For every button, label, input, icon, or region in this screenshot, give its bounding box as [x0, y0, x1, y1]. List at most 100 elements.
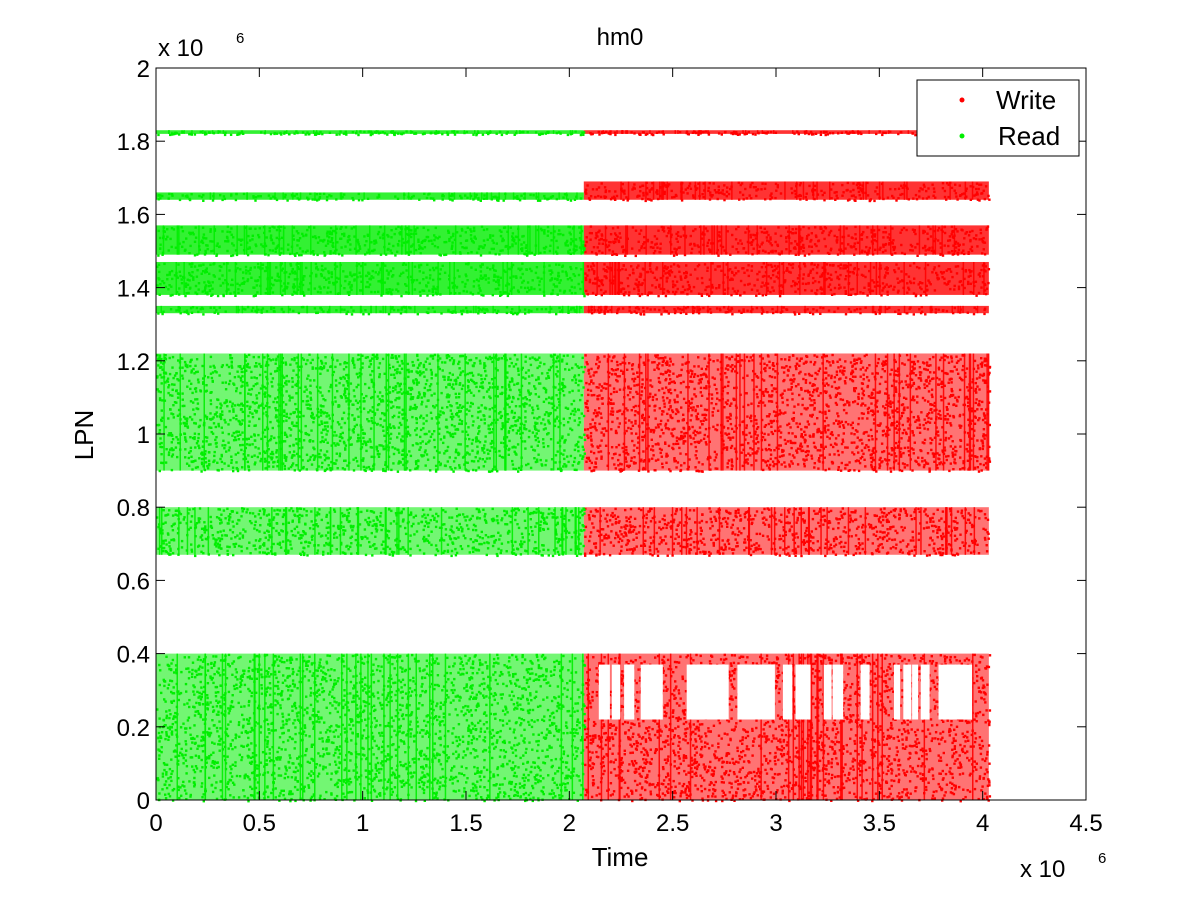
- data-point: [853, 518, 857, 522]
- data-point: [986, 797, 989, 801]
- data-point: [794, 781, 798, 784]
- data-point: [652, 719, 655, 722]
- data-point: [869, 453, 872, 457]
- data-point: [633, 384, 636, 387]
- data-point: [833, 743, 837, 746]
- data-streak: [964, 507, 967, 555]
- data-point: [853, 759, 857, 762]
- data-point: [675, 466, 678, 469]
- data-point: [980, 365, 984, 368]
- data-point: [700, 519, 704, 523]
- data-point: [587, 436, 590, 440]
- data-streak: [972, 653, 974, 800]
- data-point: [864, 656, 867, 659]
- data-point: [709, 517, 712, 521]
- data-point: [617, 535, 620, 539]
- data-point: [741, 798, 744, 801]
- data-point: [788, 790, 791, 793]
- data-point: [603, 769, 606, 773]
- data-point: [730, 664, 733, 667]
- data-point: [884, 709, 888, 712]
- data-point: [766, 784, 769, 788]
- data-point: [693, 772, 696, 776]
- data-point: [987, 665, 991, 669]
- data-point: [761, 551, 764, 554]
- data-point: [931, 794, 935, 797]
- data-point: [660, 782, 663, 785]
- data-point: [586, 671, 589, 674]
- data-point: [640, 751, 643, 754]
- data-point: [948, 727, 951, 731]
- data-point: [583, 738, 587, 741]
- data-point: [644, 550, 647, 554]
- data-point: [922, 423, 925, 427]
- data-point: [697, 763, 701, 766]
- data-point: [946, 408, 949, 411]
- data-point: [690, 442, 693, 446]
- data-point: [875, 514, 878, 518]
- data-point: [831, 728, 835, 732]
- data-point: [855, 703, 858, 706]
- data-point: [780, 463, 783, 466]
- data-point: [978, 775, 982, 778]
- data-point: [721, 795, 724, 798]
- data-point: [843, 689, 846, 692]
- data-point: [737, 783, 740, 786]
- data-point: [601, 528, 605, 531]
- data-point: [837, 522, 840, 525]
- data-point: [584, 428, 587, 431]
- data-point: [739, 719, 742, 723]
- data-point: [618, 552, 622, 555]
- data-point: [585, 460, 588, 463]
- data-point: [939, 756, 942, 759]
- data-point: [785, 758, 788, 762]
- data-point: [846, 401, 849, 404]
- data-point: [888, 416, 891, 419]
- data-point: [694, 738, 697, 741]
- data-point: [730, 461, 734, 464]
- data-point: [861, 382, 865, 385]
- data-point: [673, 765, 676, 768]
- data-point: [631, 363, 635, 366]
- data-streak: [770, 507, 773, 555]
- data-streak: [915, 507, 917, 555]
- data-point: [735, 775, 739, 778]
- data-point: [814, 732, 818, 735]
- data-point: [898, 513, 901, 517]
- data-point: [884, 515, 887, 518]
- data-point: [666, 523, 669, 527]
- data-point: [653, 751, 657, 755]
- data-point: [836, 360, 839, 363]
- data-point: [784, 796, 787, 799]
- data-point: [867, 438, 871, 442]
- data-point: [983, 364, 987, 367]
- data-point: [925, 757, 928, 761]
- data-point: [659, 734, 662, 737]
- data-point: [901, 791, 904, 794]
- data-point: [718, 721, 722, 725]
- data-point: [798, 661, 802, 664]
- data-point: [684, 709, 687, 712]
- data-point: [818, 460, 821, 463]
- data-point: [668, 728, 671, 732]
- data-point: [804, 373, 807, 376]
- data-point: [973, 653, 976, 657]
- data-point: [789, 426, 792, 429]
- data-point: [606, 525, 610, 528]
- data-point: [682, 722, 686, 726]
- data-point: [677, 744, 680, 747]
- data-point: [763, 516, 766, 519]
- data-point: [861, 397, 864, 400]
- data-point: [625, 516, 628, 519]
- data-point: [644, 762, 648, 765]
- data-point: [604, 533, 608, 536]
- data-point: [598, 407, 601, 410]
- data-point: [705, 520, 708, 524]
- data-point: [757, 544, 761, 547]
- data-point: [673, 660, 677, 664]
- data-point: [884, 413, 887, 417]
- data-point: [833, 380, 836, 384]
- data-point: [931, 660, 935, 663]
- data-point: [598, 661, 602, 665]
- data-point: [812, 391, 815, 394]
